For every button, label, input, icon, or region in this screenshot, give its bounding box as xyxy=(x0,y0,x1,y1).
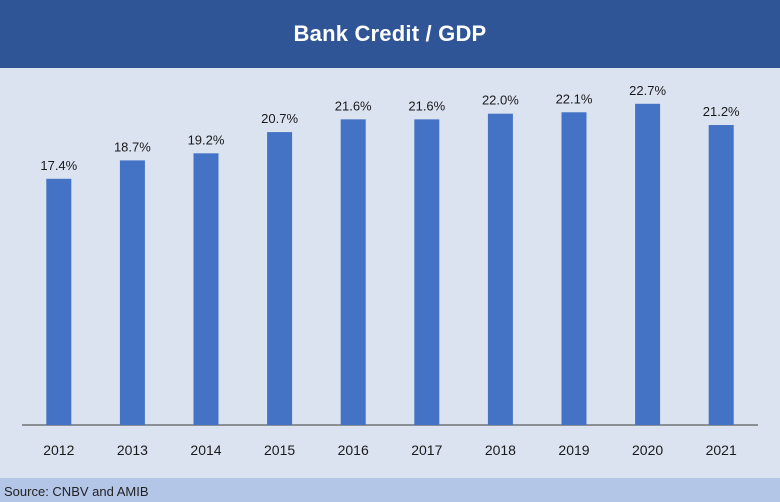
bar-2012 xyxy=(46,178,72,425)
bar-2018 xyxy=(487,113,513,425)
data-label-2020: 22.7% xyxy=(629,83,666,98)
data-label-2018: 22.0% xyxy=(482,93,519,108)
x-tick-label-2014: 2014 xyxy=(190,442,221,458)
x-tick-label-2019: 2019 xyxy=(558,442,589,458)
data-label-2019: 22.1% xyxy=(556,91,593,106)
x-tick-label-2017: 2017 xyxy=(411,442,442,458)
data-label-2017: 21.6% xyxy=(408,98,445,113)
source-note: Source: CNBV and AMIB xyxy=(4,484,149,499)
bar-2016 xyxy=(340,119,366,426)
data-label-2013: 18.7% xyxy=(114,139,151,154)
data-label-2012: 17.4% xyxy=(40,158,77,173)
bar-chart: 17.4% 2012 18.7% 2013 19.2% 2014 20.7% 2015 21.6… xyxy=(22,83,758,458)
x-tick-label-2020: 2020 xyxy=(632,442,663,458)
x-tick-label-2012: 2012 xyxy=(43,442,74,458)
data-label-2021: 21.2% xyxy=(703,104,740,119)
data-label-2014: 19.2% xyxy=(188,132,225,147)
bar-2015 xyxy=(267,132,293,425)
x-tick-label-2018: 2018 xyxy=(485,442,516,458)
bar-2021 xyxy=(708,125,734,425)
bar-2017 xyxy=(414,119,440,426)
bar-2019 xyxy=(561,112,587,425)
chart-title: Bank Credit / GDP xyxy=(293,21,487,46)
x-tick-label-2013: 2013 xyxy=(117,442,148,458)
data-label-2016: 21.6% xyxy=(335,98,372,113)
data-label-2015: 20.7% xyxy=(261,111,298,126)
source-bar xyxy=(0,478,780,502)
bar-2014 xyxy=(193,153,219,425)
bar-2013 xyxy=(119,160,145,425)
bar-2020 xyxy=(635,103,661,426)
x-tick-label-2015: 2015 xyxy=(264,442,295,458)
x-tick-label-2016: 2016 xyxy=(338,442,369,458)
title-bar: Bank Credit / GDP xyxy=(0,0,780,68)
x-tick-label-2021: 2021 xyxy=(706,442,737,458)
